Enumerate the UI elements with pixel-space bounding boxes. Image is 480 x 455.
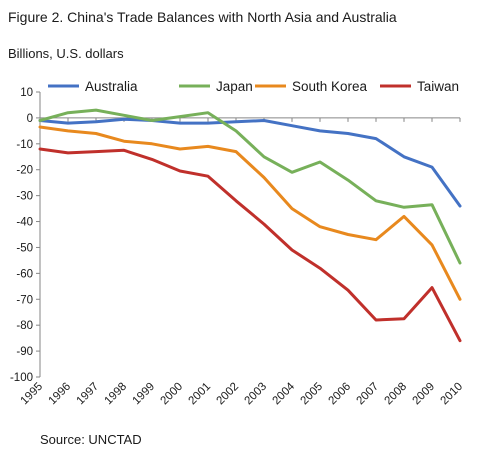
y-tick-label: -40 <box>16 217 33 229</box>
x-tick-label: 2001 <box>187 381 214 408</box>
legend-label-taiwan: Taiwan <box>417 79 459 94</box>
series-line-australia <box>38 117 462 208</box>
x-tick-label: 2004 <box>271 380 298 407</box>
x-tick-label: 1999 <box>131 381 158 408</box>
x-tick-label: 2007 <box>355 381 382 408</box>
x-tick-label: 2005 <box>299 381 326 408</box>
y-tick-label: 10 <box>20 87 33 99</box>
x-tick-label: 2009 <box>411 381 438 408</box>
x-tick-label: 1998 <box>103 381 130 408</box>
x-tick-label: 1996 <box>47 381 74 408</box>
x-tick-label: 2006 <box>327 381 354 408</box>
y-tick-label: -20 <box>16 165 33 177</box>
x-tick-label: 2003 <box>243 381 270 408</box>
y-tick-label: -10 <box>16 139 33 151</box>
legend-label-australia: Australia <box>85 79 138 94</box>
y-tick-label: -80 <box>16 320 33 332</box>
series-line-south-korea <box>38 125 462 301</box>
y-tick-label: -30 <box>16 191 33 203</box>
y-tick-label: -50 <box>16 242 33 254</box>
x-tick-label: 2000 <box>159 381 186 408</box>
legend: Australia Japan South Korea Taiwan <box>48 79 459 94</box>
chart-source: Source: UNCTAD <box>40 432 142 447</box>
x-tick-label: 1997 <box>75 381 102 408</box>
x-tick-label: 2010 <box>439 381 466 408</box>
legend-label-south-korea: South Korea <box>292 79 368 94</box>
series-lines <box>38 108 462 343</box>
y-tick-label: -100 <box>10 372 33 384</box>
legend-label-japan: Japan <box>216 79 253 94</box>
chart-title: Figure 2. China's Trade Balances with No… <box>8 9 397 25</box>
x-tick-label: 2002 <box>215 381 242 408</box>
y-tick-label: -90 <box>16 346 33 358</box>
y-tick-label: 0 <box>27 113 33 125</box>
x-tick-label: 1995 <box>19 381 46 408</box>
chart-subtitle: Billions, U.S. dollars <box>8 46 124 61</box>
x-tick-label: 2008 <box>383 381 410 408</box>
y-tick-label: -60 <box>16 268 33 280</box>
series-line-japan <box>38 108 462 265</box>
y-tick-label: -70 <box>16 294 33 306</box>
series-line-taiwan <box>38 147 462 343</box>
